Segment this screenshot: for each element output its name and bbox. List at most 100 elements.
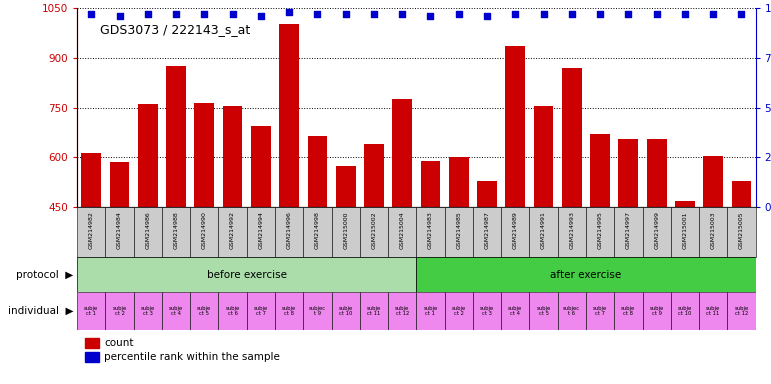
Text: GSM215001: GSM215001 bbox=[682, 211, 688, 249]
Text: GSM214987: GSM214987 bbox=[484, 211, 490, 249]
Bar bbox=[190, 207, 218, 257]
Bar bbox=[336, 166, 355, 357]
Bar bbox=[557, 207, 586, 257]
Bar bbox=[77, 207, 106, 257]
Point bbox=[622, 11, 635, 17]
Text: subje
ct 1: subje ct 1 bbox=[84, 306, 99, 316]
Bar bbox=[530, 292, 557, 330]
Bar bbox=[308, 136, 327, 357]
Text: GSM215004: GSM215004 bbox=[399, 211, 405, 249]
Bar bbox=[133, 207, 162, 257]
Point bbox=[481, 13, 493, 19]
Text: subje
ct 12: subje ct 12 bbox=[734, 306, 749, 316]
Text: subje
ct 8: subje ct 8 bbox=[621, 306, 635, 316]
Bar bbox=[416, 257, 756, 292]
Bar bbox=[247, 207, 275, 257]
Point bbox=[509, 11, 521, 17]
Text: subje
ct 10: subje ct 10 bbox=[678, 306, 692, 316]
Bar bbox=[477, 181, 497, 357]
Text: percentile rank within the sample: percentile rank within the sample bbox=[104, 352, 280, 362]
Point bbox=[678, 11, 691, 17]
Bar bbox=[85, 352, 99, 362]
Bar bbox=[303, 207, 332, 257]
Bar bbox=[106, 292, 133, 330]
Text: GSM214996: GSM214996 bbox=[287, 211, 291, 249]
Bar bbox=[416, 292, 445, 330]
Bar bbox=[699, 292, 727, 330]
Point bbox=[254, 13, 267, 19]
Bar bbox=[727, 292, 756, 330]
Bar bbox=[614, 292, 642, 330]
Text: GSM214984: GSM214984 bbox=[117, 211, 122, 249]
Text: count: count bbox=[104, 338, 133, 348]
Text: subje
ct 7: subje ct 7 bbox=[254, 306, 268, 316]
Bar bbox=[167, 66, 186, 357]
Text: GSM214986: GSM214986 bbox=[145, 211, 150, 249]
Bar bbox=[614, 207, 642, 257]
Bar bbox=[473, 292, 501, 330]
Text: subje
ct 9: subje ct 9 bbox=[649, 306, 664, 316]
Text: subje
ct 5: subje ct 5 bbox=[197, 306, 211, 316]
Bar bbox=[727, 207, 756, 257]
Bar bbox=[388, 207, 416, 257]
Bar bbox=[647, 139, 666, 357]
Bar bbox=[303, 292, 332, 330]
Bar bbox=[77, 292, 106, 330]
Bar bbox=[501, 292, 530, 330]
Text: subje
ct 2: subje ct 2 bbox=[452, 306, 466, 316]
Bar bbox=[557, 292, 586, 330]
Bar bbox=[416, 207, 445, 257]
Bar bbox=[218, 207, 247, 257]
Bar bbox=[109, 162, 130, 357]
Point bbox=[113, 13, 126, 19]
Bar bbox=[675, 201, 695, 357]
Bar bbox=[332, 207, 360, 257]
Bar bbox=[732, 181, 751, 357]
Point bbox=[566, 11, 578, 17]
Bar bbox=[194, 103, 214, 357]
Bar bbox=[82, 154, 101, 357]
Text: subje
ct 11: subje ct 11 bbox=[706, 306, 720, 316]
Text: GSM214985: GSM214985 bbox=[456, 211, 461, 249]
Bar bbox=[392, 99, 412, 357]
Text: GSM214992: GSM214992 bbox=[230, 211, 235, 249]
Bar bbox=[106, 207, 133, 257]
Point bbox=[368, 11, 380, 17]
Bar bbox=[360, 207, 388, 257]
Bar bbox=[642, 207, 671, 257]
Point bbox=[537, 11, 550, 17]
Bar bbox=[586, 292, 614, 330]
Text: subje
ct 3: subje ct 3 bbox=[140, 306, 155, 316]
Point bbox=[170, 11, 182, 17]
Text: subjec
t 6: subjec t 6 bbox=[564, 306, 581, 316]
Bar bbox=[671, 292, 699, 330]
Bar bbox=[223, 106, 242, 357]
Text: after exercise: after exercise bbox=[550, 270, 621, 280]
Point bbox=[736, 11, 748, 17]
Bar bbox=[133, 292, 162, 330]
Text: GSM214990: GSM214990 bbox=[202, 211, 207, 249]
Text: GSM214983: GSM214983 bbox=[428, 211, 433, 249]
Bar bbox=[671, 207, 699, 257]
Bar bbox=[421, 161, 440, 357]
Text: GSM214995: GSM214995 bbox=[598, 211, 603, 249]
Text: GSM214999: GSM214999 bbox=[654, 211, 659, 249]
Bar bbox=[534, 106, 554, 357]
Bar bbox=[360, 292, 388, 330]
Bar bbox=[138, 104, 157, 357]
Text: GSM215003: GSM215003 bbox=[711, 211, 715, 249]
Text: subje
ct 6: subje ct 6 bbox=[225, 306, 240, 316]
Text: GSM214988: GSM214988 bbox=[173, 211, 179, 249]
Text: GSM214994: GSM214994 bbox=[258, 211, 264, 249]
Bar bbox=[388, 292, 416, 330]
Text: protocol  ▶: protocol ▶ bbox=[16, 270, 73, 280]
Bar bbox=[642, 292, 671, 330]
Text: GSM214997: GSM214997 bbox=[626, 211, 631, 249]
Bar bbox=[590, 134, 610, 357]
Bar bbox=[449, 157, 469, 357]
Point bbox=[339, 11, 352, 17]
Point bbox=[142, 11, 154, 17]
Text: subje
ct 10: subje ct 10 bbox=[338, 306, 353, 316]
Point bbox=[198, 11, 210, 17]
Point bbox=[85, 11, 97, 17]
